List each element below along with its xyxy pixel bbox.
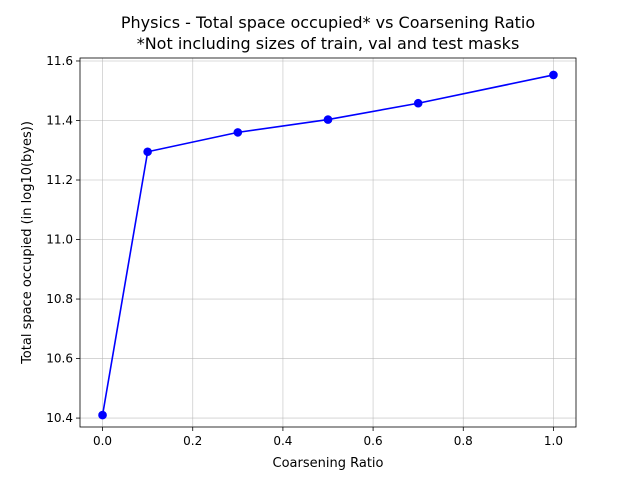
x-tick-label: 0.4 — [273, 434, 292, 448]
data-point — [413, 98, 423, 108]
y-tick-label: 11.0 — [46, 233, 73, 247]
y-tick-label: 10.6 — [46, 352, 73, 366]
data-point — [323, 115, 333, 124]
x-tick-label: 0.8 — [454, 434, 473, 448]
data-point — [233, 128, 243, 137]
x-tick-label: 1.0 — [544, 434, 563, 448]
chart-subtitle: *Not including sizes of train, val and t… — [137, 34, 520, 53]
chart-title: Physics - Total space occupied* vs Coars… — [121, 13, 535, 32]
plot-frame — [79, 57, 577, 428]
y-tick-label: 10.4 — [46, 411, 73, 425]
axis-ticks: 0.0 0.2 0.4 0.6 0.8 1.0 10.4 10.6 10.8 11.0 11.2 11… — [46, 54, 563, 448]
grid — [80, 58, 576, 427]
series-line — [101, 74, 554, 416]
data-point — [549, 70, 558, 80]
y-tick-label: 11.6 — [46, 54, 73, 68]
y-axis-label: Total space occupied (in log10(byes)) — [20, 121, 35, 365]
x-tick-label: 0.2 — [183, 434, 202, 448]
series-layer — [98, 70, 558, 420]
y-tick-label: 11.4 — [46, 113, 73, 127]
y-tick-label: 11.2 — [46, 173, 73, 187]
x-axis-label: Coarsening Ratio — [273, 456, 384, 471]
x-tick-label: 0.6 — [364, 434, 383, 448]
data-point — [143, 147, 152, 157]
x-tick-label: 0.0 — [93, 434, 112, 448]
y-tick-label: 10.8 — [46, 292, 73, 306]
data-point — [98, 410, 107, 420]
